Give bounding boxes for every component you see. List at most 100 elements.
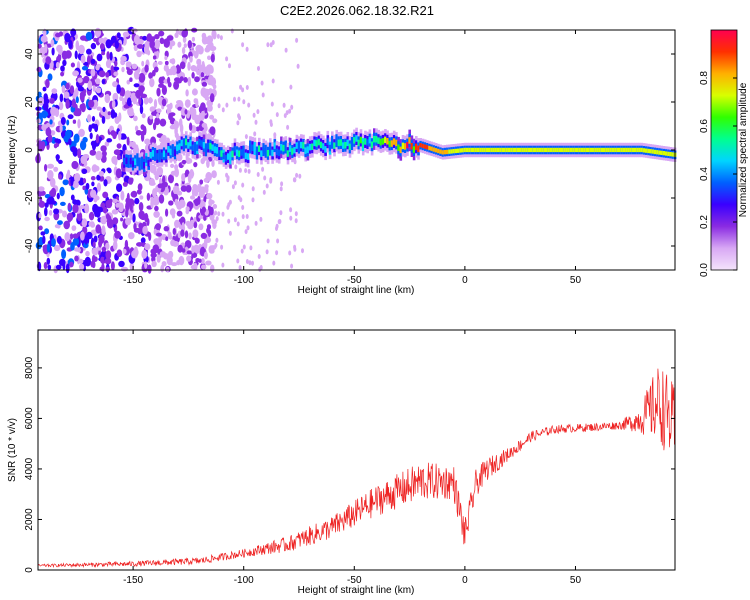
spectrogram-y-tick-label: 0 — [24, 147, 35, 153]
figure-title: C2E2.2026.062.18.32.R21 — [280, 3, 434, 18]
spectrogram-cell — [209, 126, 216, 136]
spectrogram-cell — [84, 203, 90, 214]
spectrogram-cell — [200, 87, 207, 97]
spectrogram-cell — [247, 168, 251, 174]
spectrogram-cell — [67, 169, 71, 178]
spectrogram-cell — [190, 65, 197, 72]
spectrogram-cell — [176, 210, 183, 217]
spectrogram-cell — [119, 95, 124, 101]
spectrogram-cell — [121, 266, 128, 272]
spectrogram-cell — [114, 60, 118, 67]
spectrogram-cell — [122, 31, 130, 37]
spectrogram-ridge-cell — [390, 140, 394, 147]
spectrogram-ridge-cell — [193, 145, 197, 152]
spectrogram-cell — [185, 89, 189, 97]
spectrogram-cell — [234, 164, 238, 170]
spectrogram-cell — [59, 186, 65, 197]
spectrogram-cell — [193, 98, 198, 104]
spectrogram-ridge-cell — [200, 140, 204, 147]
spectrogram-cell — [293, 246, 297, 252]
spectrogram-ridge-cell — [381, 138, 385, 145]
spectrogram-cell — [85, 250, 90, 257]
spectrogram-cell — [86, 48, 92, 55]
spectrogram-cell — [58, 31, 64, 37]
spectrogram-cell — [85, 31, 93, 41]
spectrogram-cell — [134, 125, 139, 132]
spectrogram-cell — [209, 45, 217, 52]
spectrogram-cell — [48, 209, 53, 216]
spectrogram-cell — [93, 165, 100, 172]
spectrogram-cell — [100, 145, 107, 152]
spectrogram-cell — [113, 71, 119, 77]
snr-x-ticks: -150 -100 -50 0 50 — [123, 330, 581, 586]
spectrogram-cell — [191, 245, 195, 254]
spectrogram-cell — [105, 59, 112, 69]
spectrogram-ridge-cell — [324, 146, 327, 153]
spectrogram-cell — [160, 264, 165, 273]
spectrogram-cell — [211, 159, 215, 167]
spectrogram-ridge-cell — [284, 143, 288, 151]
spectrogram-ridge-cell — [269, 145, 272, 153]
spectrogram-cell — [77, 247, 81, 253]
spectrogram-cell — [276, 238, 280, 244]
spectrogram-cell — [74, 50, 78, 60]
spectrogram-ridge-cell — [671, 152, 675, 157]
spectrogram-cell — [77, 77, 83, 83]
spectrogram-ridge-cell — [273, 142, 277, 149]
spectrogram-cell — [58, 258, 66, 266]
spectrogram-ridge-cell — [167, 146, 170, 153]
spectrogram-cell — [67, 202, 72, 211]
spectrogram-cell — [179, 76, 184, 82]
spectrogram-cell — [205, 44, 211, 52]
spectrogram-cell — [207, 55, 211, 61]
spectrogram-cell — [72, 199, 78, 205]
spectrogram-cell — [198, 258, 202, 263]
spectrogram-cell — [153, 122, 157, 131]
spectrogram-cell — [295, 172, 299, 178]
spectrogram-cell — [43, 93, 48, 102]
spectrogram-ridge-cell — [134, 158, 137, 165]
spectrogram-ridge-cell — [452, 149, 456, 154]
spectrogram-cell — [203, 177, 210, 183]
spectrogram-cell — [112, 81, 118, 88]
spectrogram-ridge-cell — [603, 147, 606, 153]
spectrogram-cell — [158, 30, 165, 37]
spectrogram-ridge-cell — [607, 147, 610, 153]
spectrogram-cell — [144, 243, 151, 251]
spectrogram-cell — [191, 72, 195, 79]
spectrogram-cell — [178, 218, 185, 223]
spectrogram-cell — [101, 79, 106, 85]
spectrogram-ridge-cell — [516, 147, 520, 153]
spectrogram-cell — [140, 237, 146, 244]
spectrogram-ridge-cell — [317, 138, 321, 146]
spectrogram-ridge-cell — [605, 147, 608, 153]
spectrogram-cell — [101, 246, 107, 253]
spectrogram-cell — [72, 237, 80, 246]
spectrogram-cell — [118, 260, 125, 268]
spectrogram-ridge-cell — [558, 147, 562, 153]
spectrogram-ridge-cell — [450, 149, 453, 154]
spectrogram-ridge-cell — [191, 144, 195, 151]
spectrogram-cell — [161, 85, 167, 96]
spectrogram-ridge-cell — [439, 149, 442, 154]
spectrogram-cell — [89, 149, 97, 156]
spectrogram-cell — [96, 106, 102, 111]
snr-background — [38, 330, 675, 570]
spectrogram-cell — [189, 195, 196, 200]
spectrogram-cell — [98, 170, 105, 177]
spectrogram-cell — [149, 181, 156, 186]
colorbar-tick-label: 0.4 — [699, 167, 710, 181]
spectrogram-cell — [68, 138, 72, 146]
snr-line — [37, 368, 676, 569]
spectrogram-ridge-cell — [470, 147, 473, 153]
spectrogram-cell — [156, 254, 161, 263]
spectrogram-cell — [136, 242, 143, 247]
spectrogram-ridge-cell — [333, 142, 336, 149]
spectrogram-cell — [259, 265, 263, 270]
spectrogram-cell — [81, 168, 88, 174]
spectrogram-cell — [112, 209, 117, 215]
spectrogram-cell — [112, 112, 118, 118]
spectrogram-cell — [226, 204, 230, 210]
spectrogram-ridge-cell — [596, 147, 599, 153]
spectrogram-ridge-cell — [379, 138, 383, 146]
